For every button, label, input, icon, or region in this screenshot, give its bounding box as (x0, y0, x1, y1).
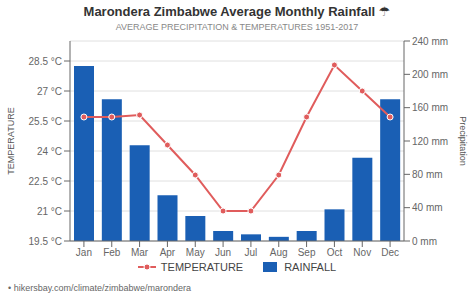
svg-text:120 mm: 120 mm (412, 136, 448, 147)
svg-text:160 mm: 160 mm (412, 102, 448, 113)
svg-text:27 °C: 27 °C (37, 86, 62, 97)
svg-text:Precipitation: Precipitation (458, 116, 466, 166)
svg-text:0 mm: 0 mm (412, 236, 437, 247)
svg-text:19.5 °C: 19.5 °C (29, 236, 62, 247)
svg-text:240 mm: 240 mm (412, 36, 448, 47)
svg-text:Mar: Mar (131, 247, 149, 258)
svg-text:Apr: Apr (160, 247, 176, 258)
svg-text:25.5 °C: 25.5 °C (29, 116, 62, 127)
svg-text:May: May (186, 247, 205, 258)
svg-text:200 mm: 200 mm (412, 69, 448, 80)
svg-text:Feb: Feb (103, 247, 121, 258)
svg-text:22.5 °C: 22.5 °C (29, 176, 62, 187)
svg-text:Dec: Dec (381, 247, 399, 258)
svg-text:Oct: Oct (327, 247, 343, 258)
svg-text:Sep: Sep (298, 247, 316, 258)
html-text:Marondera Zimbabwe Average Mon: Marondera Zimbabwe Average Monthly Rainf… (83, 4, 391, 19)
svg-text:Jul: Jul (245, 247, 258, 258)
svg-text:80 mm: 80 mm (412, 169, 443, 180)
svg-text:TEMPERATURE: TEMPERATURE (8, 107, 16, 174)
svg-text:21 °C: 21 °C (37, 206, 62, 217)
html-text:TEMPERATURE: TEMPERATURE (160, 261, 244, 273)
html-text:AVERAGE PRECIPITATION & TEMPER: AVERAGE PRECIPITATION & TEMPERATURES 195… (115, 22, 359, 32)
svg-text:Aug: Aug (270, 247, 288, 258)
svg-text:28.5 °C: 28.5 °C (29, 56, 62, 67)
html-text:RAINFALL: RAINFALL (284, 261, 337, 273)
svg-text:40 mm: 40 mm (412, 202, 443, 213)
svg-text:24 °C: 24 °C (37, 146, 62, 157)
svg-text:Jun: Jun (215, 247, 231, 258)
html-text:• hikersbay.com/climate/zimbab: • hikersbay.com/climate/zimbabwe/maronde… (8, 283, 192, 293)
svg-text:Nov: Nov (353, 247, 371, 258)
svg-text:Jan: Jan (76, 247, 92, 258)
